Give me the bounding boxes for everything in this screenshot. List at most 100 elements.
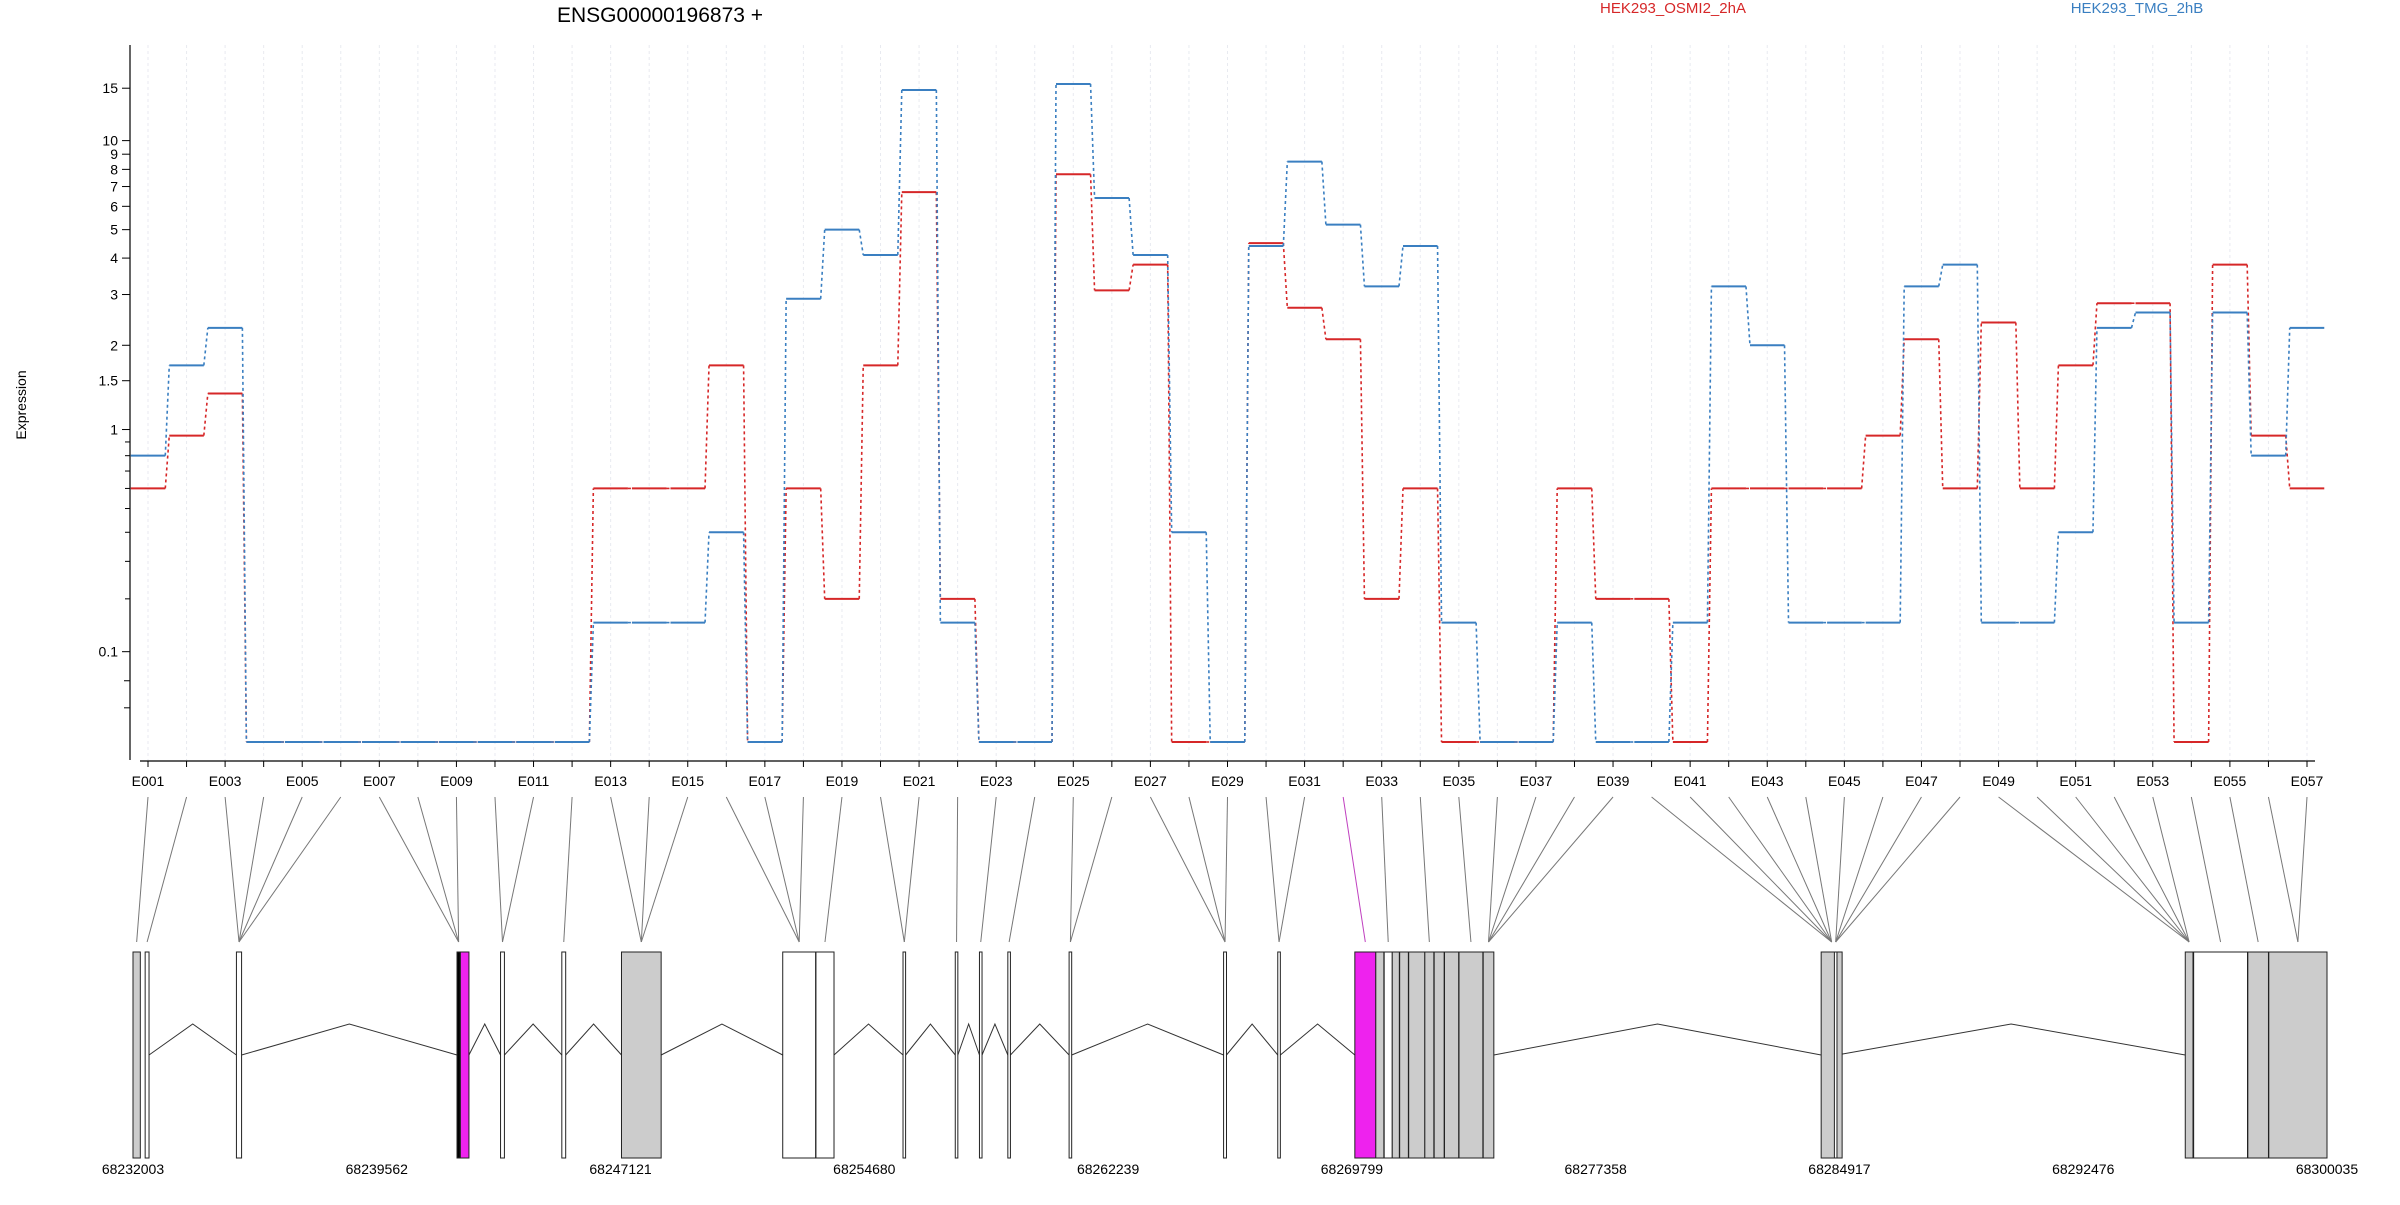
y-tick-label: 6 bbox=[110, 198, 118, 214]
x-tick-label: E007 bbox=[363, 773, 396, 789]
y-tick-label: 4 bbox=[110, 250, 118, 266]
x-tick-label: E043 bbox=[1751, 773, 1784, 789]
exon-connector bbox=[2075, 796, 2190, 943]
intron bbox=[1010, 1023, 1070, 1056]
x-tick-label: E031 bbox=[1288, 773, 1321, 789]
exon-block bbox=[1408, 951, 1426, 1159]
exon-connector bbox=[764, 796, 800, 943]
exon-connector bbox=[238, 796, 303, 943]
exon-connector bbox=[1188, 796, 1226, 943]
series-1-connector bbox=[1128, 197, 1134, 256]
exon-block bbox=[1424, 951, 1435, 1159]
intron bbox=[833, 1023, 904, 1056]
exon-block bbox=[1007, 951, 1011, 1159]
series-0-connector bbox=[203, 393, 209, 436]
exon-block bbox=[1820, 951, 1843, 1159]
series-1-connector bbox=[2092, 327, 2098, 533]
series-1-connector bbox=[1475, 622, 1481, 743]
series-0-connector bbox=[1128, 264, 1134, 291]
intron bbox=[1493, 1023, 1822, 1056]
exon-block bbox=[1354, 951, 1377, 1159]
series-0-connector bbox=[1321, 307, 1327, 340]
intron bbox=[468, 1022, 501, 1056]
x-tick-label: E005 bbox=[286, 773, 319, 789]
intron bbox=[1226, 1023, 1279, 1056]
x-tick-label: E055 bbox=[2214, 773, 2247, 789]
exon-block bbox=[459, 951, 470, 1159]
intron bbox=[504, 1023, 563, 1056]
x-tick-label: E039 bbox=[1597, 773, 1630, 789]
x-tick-label: E047 bbox=[1905, 773, 1938, 789]
genomic-coordinate-label: 68262239 bbox=[1077, 1161, 1140, 1177]
exon-block bbox=[456, 951, 461, 1159]
x-tick-label: E017 bbox=[749, 773, 782, 789]
series-1-connector bbox=[1089, 83, 1096, 199]
x-tick-label: E041 bbox=[1674, 773, 1707, 789]
series-1-connector bbox=[1668, 622, 1674, 743]
exon-connector bbox=[2036, 796, 2190, 943]
genomic-coordinate-label: 68284917 bbox=[1808, 1161, 1871, 1177]
exon-block bbox=[1391, 951, 1400, 1159]
series-1-connector bbox=[1552, 622, 1559, 743]
intron bbox=[1836, 1023, 2186, 1056]
exon-block bbox=[1375, 951, 1385, 1159]
series-1-connector bbox=[2207, 312, 2214, 623]
exon-block bbox=[1223, 951, 1227, 1159]
series-0-connector bbox=[742, 365, 749, 743]
series-0-connector bbox=[896, 192, 903, 366]
exon-block bbox=[954, 951, 959, 1159]
exon-block bbox=[902, 951, 907, 1159]
series-0-connector bbox=[164, 435, 171, 489]
exon-connector bbox=[1835, 796, 1845, 943]
exon-connector bbox=[610, 796, 642, 943]
chart-title: ENSG00000196873 + bbox=[557, 4, 763, 27]
genomic-coordinate-label: 68247121 bbox=[589, 1161, 652, 1177]
y-tick-label: 0.1 bbox=[99, 644, 119, 660]
exon-connector bbox=[238, 796, 342, 943]
exon-connector bbox=[1689, 796, 1833, 943]
exon-connector bbox=[880, 796, 905, 943]
exon-connector bbox=[1458, 796, 1472, 943]
exon-connector bbox=[378, 796, 460, 943]
y-tick-label: 10 bbox=[102, 133, 118, 149]
exon-block bbox=[2184, 951, 2194, 1159]
series-0-connector bbox=[2169, 303, 2175, 743]
exon-block bbox=[815, 951, 835, 1159]
exon-connector bbox=[725, 796, 800, 943]
y-tick-label: 8 bbox=[110, 161, 118, 177]
exon-block bbox=[620, 951, 662, 1159]
exon-connector bbox=[1998, 796, 2190, 943]
series-1-connector bbox=[203, 327, 209, 366]
series-1-connector bbox=[704, 532, 710, 623]
series-1-connector bbox=[2284, 327, 2291, 456]
y-tick-label: 5 bbox=[110, 222, 118, 238]
exon-connector bbox=[1835, 796, 1922, 943]
genomic-coordinate-label: 68277358 bbox=[1565, 1161, 1628, 1177]
y-tick-label: 3 bbox=[110, 287, 118, 303]
genomic-coordinate-label: 68239562 bbox=[346, 1161, 409, 1177]
exon-connector bbox=[1069, 796, 1074, 943]
exon-connector bbox=[640, 796, 650, 943]
series-1-connector bbox=[1937, 264, 1944, 287]
exon-connector bbox=[1069, 796, 1113, 943]
exon-connector bbox=[1835, 796, 1884, 943]
series-1-connector bbox=[781, 298, 787, 743]
x-tick-label: E033 bbox=[1365, 773, 1398, 789]
series-1-connector bbox=[974, 622, 980, 743]
exon-connector bbox=[1381, 796, 1389, 943]
intron bbox=[1071, 1023, 1224, 1056]
series-1-connector bbox=[2169, 312, 2175, 623]
genomic-coordinate-label: 68269799 bbox=[1321, 1161, 1384, 1177]
series-1-connector bbox=[935, 89, 942, 623]
exon-connector bbox=[417, 796, 460, 943]
series-1-connector bbox=[819, 229, 826, 299]
series-1-connector bbox=[2053, 532, 2060, 623]
exon-connector bbox=[640, 796, 689, 943]
legend-entry-series-a: HEK293_OSMI2_2hA bbox=[1600, 0, 1746, 17]
exon-connector bbox=[1728, 796, 1833, 943]
x-tick-label: E019 bbox=[826, 773, 859, 789]
y-tick-label: 1 bbox=[110, 422, 118, 438]
x-tick-label: E037 bbox=[1520, 773, 1553, 789]
series-1-connector bbox=[1590, 622, 1597, 743]
series-1-connector bbox=[1166, 254, 1173, 533]
